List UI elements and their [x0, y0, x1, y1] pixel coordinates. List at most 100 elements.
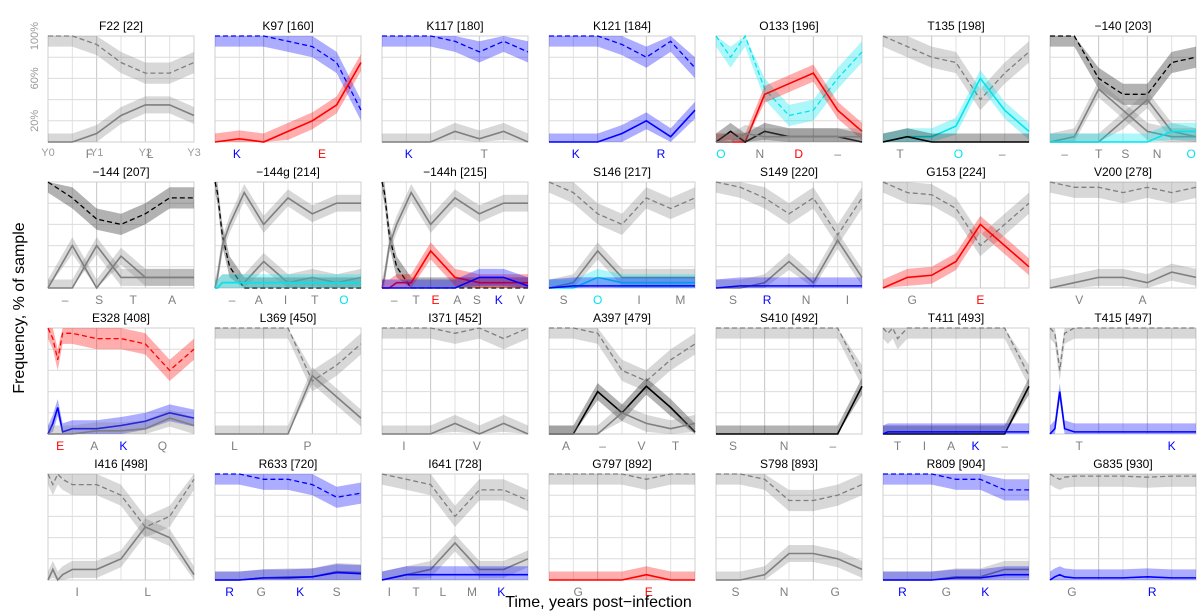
series-2-band [883, 377, 1029, 434]
residue-label: R [1148, 585, 1157, 599]
panel-18: A397 [479] A – V T [548, 311, 696, 453]
panel-title: T415 [497] [1094, 311, 1151, 325]
residue-label: L [231, 439, 238, 453]
panel-title: I371 [452] [428, 311, 481, 325]
panel-frame [715, 35, 863, 143]
residue-label: R [225, 585, 234, 599]
residue-label: A [947, 439, 955, 453]
panel-title: L369 [450] [260, 311, 317, 325]
series-1-band [883, 182, 1029, 257]
residue-label: T [412, 585, 420, 599]
series-2-line [716, 72, 863, 143]
panel-frame [715, 181, 863, 289]
residue-label: – [599, 439, 606, 453]
series-4-band [716, 125, 862, 142]
panel-frame [381, 35, 529, 143]
series-3-band [382, 566, 528, 580]
series-1-line [382, 327, 529, 340]
residue-label: O [716, 147, 725, 161]
residue-label: G [831, 585, 840, 599]
panel-7: −140 [203] – T S N O [1049, 19, 1197, 161]
residue-label: K [405, 147, 413, 161]
series-1-band [382, 474, 528, 527]
series-2-band [716, 377, 862, 434]
series-4-line [716, 132, 862, 143]
panel-frame [381, 473, 529, 581]
series-3-line [215, 571, 362, 581]
panel-20: T411 [493] T I A K – [882, 311, 1030, 453]
residue-label: N [802, 293, 811, 307]
series-1-line [215, 473, 362, 498]
residue-label: – [62, 293, 69, 307]
panel-title: S798 [893] [760, 457, 818, 471]
residue-label: K [981, 585, 989, 599]
panel-22: I416 [498] I L [47, 457, 195, 599]
residue-label: A [168, 293, 176, 307]
panel-frame [548, 327, 696, 435]
residue-label: G [1067, 585, 1076, 599]
series-2-line [1049, 573, 1196, 581]
series-2-line [47, 526, 195, 582]
series-1-line [715, 34, 863, 117]
x-tick-label: Y0 [41, 147, 54, 159]
residue-label: K [495, 293, 503, 307]
series-2-band [215, 54, 361, 142]
panel-15: E328 [408] E A K Q [47, 311, 195, 453]
series-4-line [215, 281, 361, 289]
series-3-line [381, 573, 528, 581]
panel-14: V200 [278] V A [1049, 165, 1197, 307]
panel-4: K121 [184] K R [548, 19, 696, 161]
residue-label: Q [158, 439, 167, 453]
residue-label: K [233, 147, 241, 161]
residue-label: I [388, 585, 391, 599]
series-1-line [548, 181, 696, 226]
series-3-band [215, 564, 361, 580]
residue-label: – [1001, 439, 1008, 453]
series-2-line [382, 422, 529, 435]
panel-12: S149 [220] S R N I [715, 165, 863, 307]
series-2-line [1049, 271, 1197, 289]
residue-label: L [147, 147, 154, 161]
series-4-line [382, 276, 529, 289]
panel-26: S798 [893] S N G [715, 457, 863, 599]
panel-27: R809 [904] R G K [882, 457, 1030, 599]
panel-13: G153 [224] G E [882, 165, 1030, 307]
series-1-band [48, 36, 194, 84]
residue-label: O [339, 293, 348, 307]
series-1-band [215, 182, 361, 288]
series-2-line [47, 407, 195, 435]
residue-label: S [731, 585, 739, 599]
residue-label: K [296, 585, 304, 599]
series-2-line [882, 223, 1030, 289]
panel-11: S146 [217] S O I M [548, 165, 696, 307]
series-2-line [716, 238, 863, 289]
series-1-line [1050, 35, 1197, 95]
series-2-line [215, 374, 362, 435]
series-1-band [883, 474, 1029, 501]
residue-label: E [318, 147, 326, 161]
series-2-band [382, 184, 528, 288]
series-2-band [716, 545, 862, 580]
panel-25: G797 [892] G E [548, 457, 696, 599]
residue-label: – [999, 147, 1006, 161]
panel-frame [882, 473, 1030, 581]
series-3-line [882, 135, 1029, 143]
residue-label: S [729, 293, 737, 307]
residue-label: T [311, 293, 319, 307]
series-1-line [1049, 181, 1197, 194]
series-3-band [1050, 91, 1196, 142]
series-2-band [215, 184, 361, 288]
residue-label: T [481, 147, 489, 161]
series-2-line [716, 385, 863, 435]
panel-23: R633 [720] R G K S [214, 457, 362, 599]
series-2-line [1049, 87, 1196, 143]
residue-label: T [896, 147, 904, 161]
residue-label: F [86, 147, 93, 161]
series-1-line [549, 35, 696, 69]
series-1-band [1050, 36, 1196, 105]
series-1-band [549, 182, 695, 235]
panel-16: L369 [450] L P [214, 311, 362, 453]
panel-6: T135 [198] T O – [882, 19, 1030, 161]
series-4-line [1050, 130, 1196, 143]
series-1-band [382, 36, 528, 63]
